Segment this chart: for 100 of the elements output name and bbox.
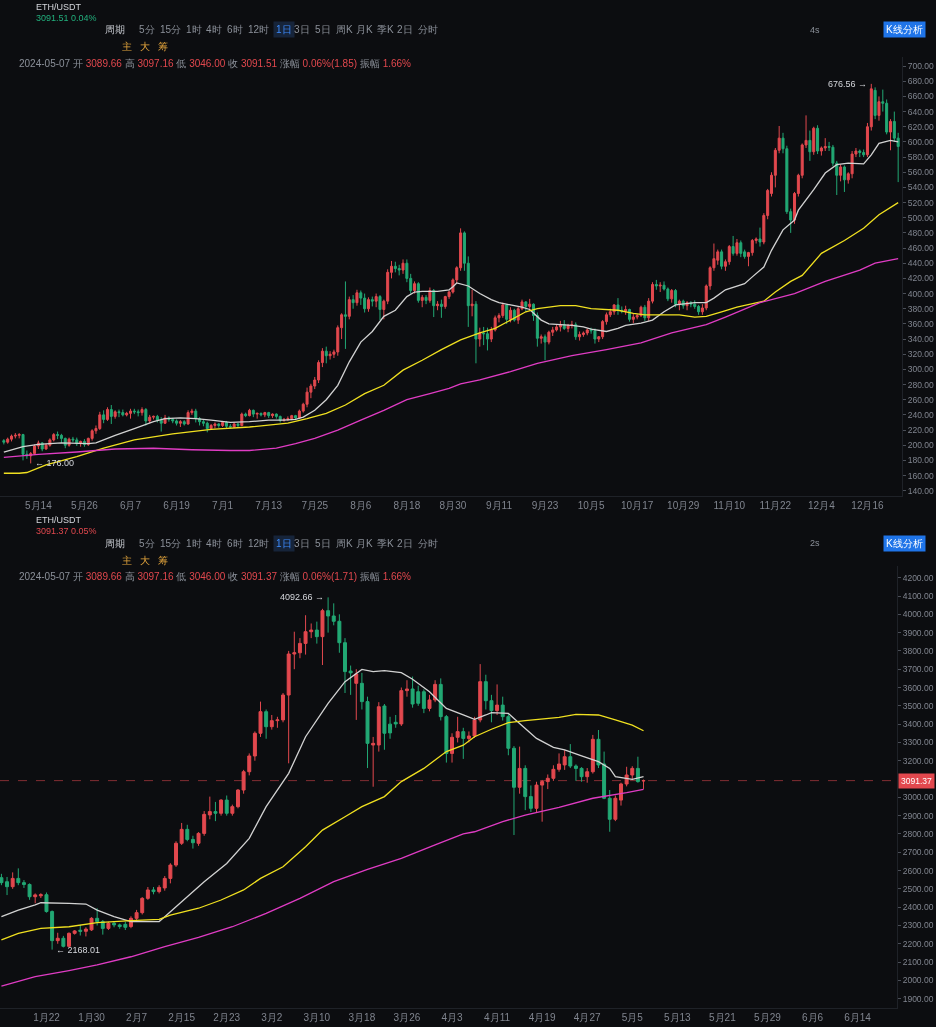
text: 15分: [160, 24, 182, 35]
candlestick: [524, 300, 528, 313]
text: 6时: [227, 538, 243, 549]
line-series: [0, 713, 645, 941]
candlestick: [117, 409, 121, 418]
candlestick: [674, 288, 678, 308]
candlestick: [232, 421, 236, 429]
y-tick-label: 3900.00: [902, 627, 934, 638]
line-series: [3, 258, 899, 458]
candlestick: [413, 280, 417, 295]
candlestick: [105, 406, 109, 422]
candlestick: [873, 86, 877, 120]
y-tick-label: 560.00: [907, 167, 934, 178]
text: 2日: [397, 24, 413, 35]
candlestick: [593, 327, 597, 345]
x-tick-label: 4月3: [441, 1012, 464, 1023]
candlestick: [251, 409, 255, 418]
x-tick-label: 2月7: [126, 1012, 148, 1023]
y-tick-label: 2500.00: [902, 883, 934, 894]
candlestick: [512, 745, 516, 836]
candlestick: [823, 137, 827, 152]
candlestick: [654, 279, 658, 291]
candlestick: [267, 411, 271, 419]
candlestick: [290, 414, 294, 421]
y-tick-label: 260.00: [907, 394, 934, 405]
x-tick-label: 6月6: [801, 1012, 824, 1023]
candlestick: [351, 294, 355, 310]
y-tick-label: 2800.00: [902, 828, 934, 839]
y-tick-label: 2100.00: [902, 957, 934, 968]
candlestick: [106, 921, 111, 931]
candlestick: [404, 679, 409, 698]
candlestick: [528, 784, 533, 813]
candlestick: [185, 824, 190, 842]
candlestick: [374, 293, 378, 308]
candlestick: [100, 919, 105, 936]
candlestick: [416, 281, 420, 304]
candlestick: [314, 621, 319, 645]
candlestick: [136, 409, 140, 417]
y-tick-label: 380.00: [907, 303, 934, 314]
text: 月K: [356, 24, 373, 35]
annotation: ← 2168.01: [56, 945, 101, 955]
candlestick: [194, 408, 198, 423]
candlestick: [631, 313, 635, 324]
candlestick: [190, 835, 195, 850]
candlestick: [528, 298, 532, 310]
candlestick: [397, 264, 401, 276]
candlestick: [432, 288, 436, 318]
candlestick: [109, 404, 113, 425]
y-tick-label: 340.00: [907, 334, 934, 345]
y-tick-label: 4100.00: [902, 590, 934, 601]
candlestick: [478, 327, 482, 348]
y-tick-label: 3400.00: [902, 719, 934, 730]
candlestick: [78, 924, 83, 937]
y-tick-label: 300.00: [907, 364, 934, 375]
candlestick: [578, 330, 582, 342]
text: 1时: [186, 24, 202, 35]
candlestick: [72, 929, 77, 936]
text: 季K: [377, 24, 394, 35]
chart-subtitle: 3091.37 0.05%: [36, 526, 97, 536]
line-series: [3, 139, 899, 453]
candlestick: [508, 306, 512, 323]
annotation: 大: [140, 555, 150, 566]
text: 5分: [139, 24, 155, 35]
candlestick: [13, 432, 17, 439]
candlestick: [370, 296, 374, 307]
text: 大: [140, 41, 150, 52]
text: 月K: [356, 538, 373, 549]
text: 5日: [315, 538, 331, 549]
candlestick: [517, 746, 522, 795]
candlestick: [808, 130, 812, 162]
candlestick: [274, 413, 278, 420]
candlestick: [230, 804, 235, 817]
text: 6时: [227, 24, 243, 35]
chart-title: ETH/USDT: [36, 515, 82, 525]
y-tick-label: 4200.00: [902, 572, 934, 583]
candlestick: [450, 732, 454, 764]
text: 3日: [294, 24, 310, 35]
text: 1日: [276, 24, 292, 35]
candlestick: [543, 334, 547, 361]
text: 筹: [158, 41, 168, 52]
candlestick: [735, 238, 739, 257]
text: 5日: [315, 24, 331, 35]
candlestick: [535, 312, 539, 348]
candlestick: [219, 798, 224, 817]
candlestick: [209, 423, 213, 431]
candlestick: [213, 421, 217, 430]
x-tick-label: 5月21: [709, 1012, 737, 1023]
candlestick: [157, 884, 162, 894]
y-tick-label: 160.00: [907, 470, 934, 481]
candlestick: [639, 305, 643, 318]
candlestick: [485, 327, 489, 351]
candlestick: [178, 419, 182, 428]
candlestick: [424, 294, 428, 305]
annotation: 4092.66 →: [280, 592, 325, 602]
x-tick-label: 3月26: [393, 1012, 421, 1023]
candlestick: [112, 921, 117, 928]
text: 1日: [276, 538, 292, 549]
x-tick-label: 1月22: [33, 1012, 61, 1023]
x-tick-label: 3月18: [348, 1012, 376, 1023]
text: 2024-05-07 开 3089.66 高 3097.16 低 3046.00 收 3091.51 涨幅 0.06%(1.85) 振幅 1.66%: [19, 58, 411, 69]
